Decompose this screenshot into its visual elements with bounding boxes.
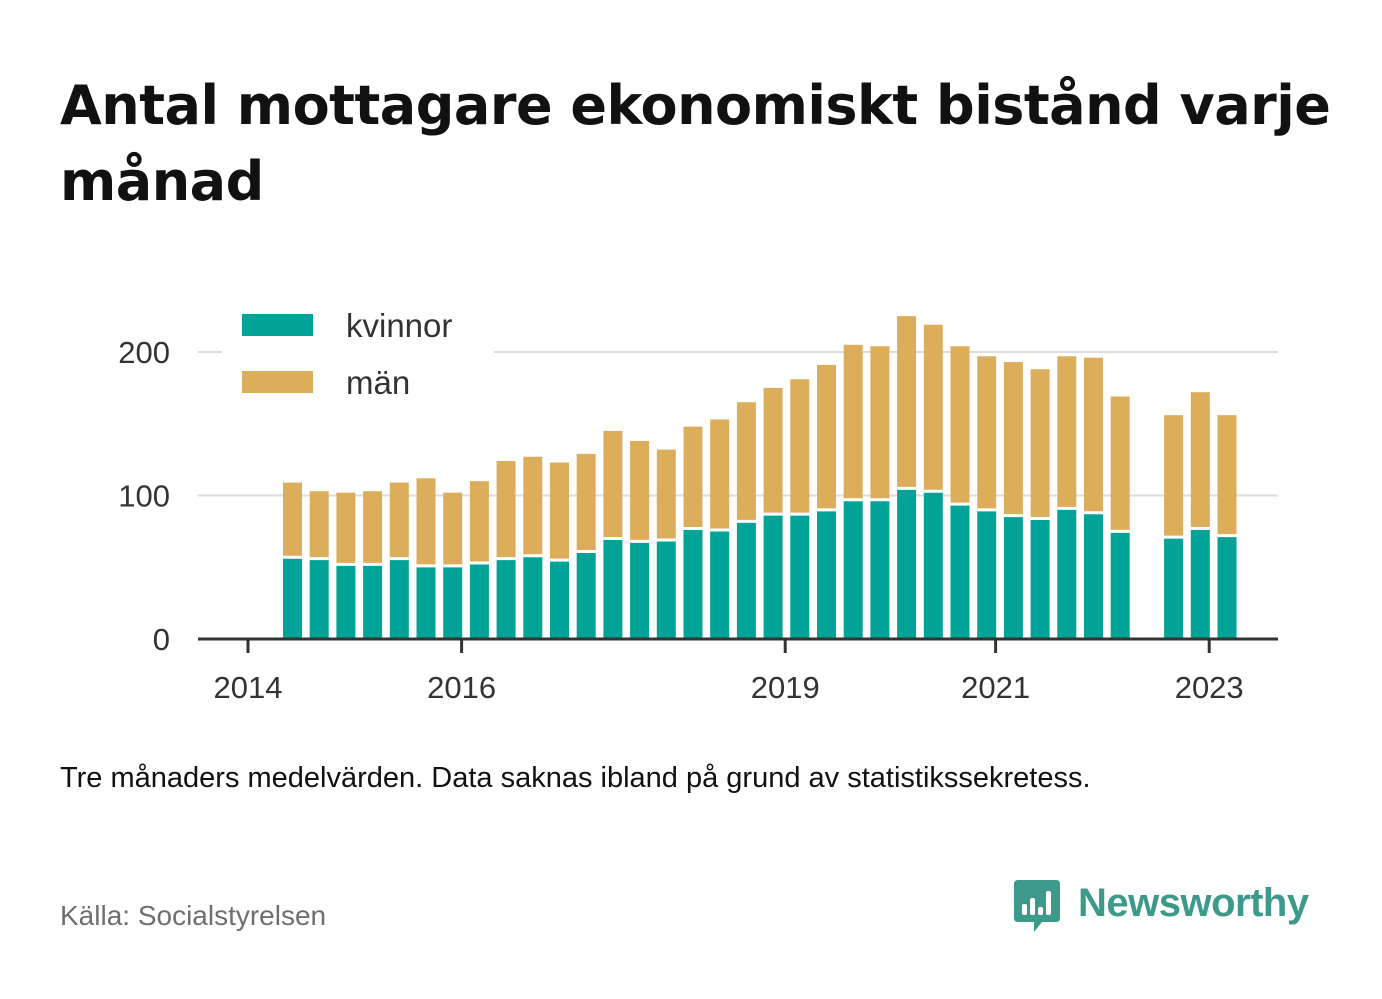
bar-man-2019-09 [843,344,863,500]
stacked-bar-chart: 0 100 200 2014 2016 2019 2021 2023 kvinnor män [118,300,1278,705]
bar-kvinnor-2015-03 [363,564,383,639]
bar-kvinnor-2015-12 [443,565,463,639]
bar-kvinnor-2021-12 [1084,512,1103,639]
bar-man-2018-03 [683,426,703,529]
bar-man-2018-09 [736,402,756,522]
bar-man-2015-03 [363,491,383,565]
bar-man-2016-06 [496,461,516,559]
bar-kvinnor-2016-12 [550,560,569,639]
bar-kvinnor-2019-12 [870,499,890,639]
bar-kvinnor-2022-09 [1164,537,1184,639]
bar-man-2019-03 [790,379,810,515]
legend: kvinnor män [222,300,494,412]
bar-kvinnor-2020-09 [950,504,970,639]
bar-kvinnor-2016-06 [496,558,516,639]
bar-kvinnor-2019-03 [790,514,810,639]
bar-kvinnor-2016-03 [469,562,489,639]
bar-man-2021-12 [1084,357,1103,513]
bar-kvinnor-2021-09 [1057,508,1077,639]
legend-label-man: män [346,364,410,401]
bar-man-2019-06 [817,364,836,510]
newsworthy-logo-icon [1014,880,1060,932]
bar-man-2016-12 [550,462,569,561]
bar-man-2015-09 [416,478,436,566]
bar-kvinnor-2016-09 [523,555,543,639]
bar-kvinnor-2014-12 [336,564,356,639]
chart-title: Antal mottagare ekonomiskt bistånd varje… [60,74,1331,213]
bar-kvinnor-2021-06 [1030,518,1050,639]
bar-kvinnor-2021-03 [1003,515,1023,639]
bar-kvinnor-2019-06 [817,509,836,639]
bar-man-2014-09 [309,491,329,559]
y-tick-label-200: 200 [118,335,170,370]
bar-kvinnor-2020-06 [923,491,943,639]
bar-kvinnor-2022-12 [1190,528,1210,639]
legend-swatch-man [242,371,313,393]
source-credit: Källa: Socialstyrelsen [60,900,327,931]
bar-kvinnor-2015-06 [389,558,409,639]
bar-man-2016-09 [523,456,543,556]
bar-man-2015-12 [443,492,463,566]
bar-man-2022-12 [1190,392,1210,529]
x-tick-label-2021: 2021 [961,670,1030,705]
bar-man-2021-09 [1057,356,1077,509]
bar-kvinnor-2018-06 [710,529,730,639]
bar-man-2017-03 [576,453,596,552]
bar-man-2020-09 [950,346,970,505]
bar-kvinnor-2022-03 [1110,531,1130,639]
x-tick-label-2014: 2014 [214,670,283,705]
x-tick-label-2023: 2023 [1175,670,1244,705]
bar-kvinnor-2017-12 [656,539,676,639]
bar-man-2020-12 [977,356,997,510]
bar-kvinnor-2018-12 [763,514,783,639]
bar-man-2021-06 [1030,369,1050,519]
axes: 0 100 200 2014 2016 2019 2021 2023 [118,335,1278,705]
bar-kvinnor-2015-09 [416,565,436,639]
bar-kvinnor-2017-09 [630,541,650,639]
bar-kvinnor-2017-03 [576,551,596,639]
bar-man-2015-06 [389,482,409,559]
bar-man-2020-03 [897,316,917,489]
bar-man-2014-06 [283,482,302,558]
y-tick-label-0: 0 [153,622,170,657]
bar-group [283,316,1237,639]
x-tick-label-2016: 2016 [427,670,496,705]
newsworthy-logo-text: Newsworthy [1078,881,1309,925]
bar-kvinnor-2017-06 [603,538,623,639]
bar-man-2019-12 [870,346,890,500]
bar-man-2018-06 [710,419,730,530]
chart-note: Tre månaders medelvärden. Data saknas ib… [60,762,1091,794]
bar-man-2017-06 [603,430,623,539]
x-tick-label-2019: 2019 [751,670,820,705]
bar-man-2021-03 [1003,362,1023,516]
legend-label-kvinnor: kvinnor [346,307,452,344]
legend-swatch-kvinnor [242,314,313,336]
bar-man-2018-12 [763,387,783,515]
bar-kvinnor-2014-09 [309,558,329,639]
bar-man-2017-12 [656,449,676,540]
bar-kvinnor-2018-09 [736,521,756,639]
bar-man-2020-06 [923,324,943,492]
bar-man-2016-03 [469,481,489,563]
bar-kvinnor-2019-09 [843,499,863,639]
bar-kvinnor-2020-03 [897,488,917,639]
bar-kvinnor-2014-06 [283,557,302,639]
bar-kvinnor-2018-03 [683,528,703,639]
bar-man-2022-09 [1164,415,1184,538]
bar-kvinnor-2020-12 [977,509,997,639]
y-tick-label-100: 100 [118,479,170,514]
bar-man-2014-12 [336,492,356,565]
newsworthy-logo: Newsworthy [1012,876,1309,940]
bar-kvinnor-2023-03 [1217,535,1237,639]
bar-man-2017-09 [630,440,650,542]
bar-man-2022-03 [1110,396,1130,532]
bar-man-2023-03 [1217,415,1237,536]
